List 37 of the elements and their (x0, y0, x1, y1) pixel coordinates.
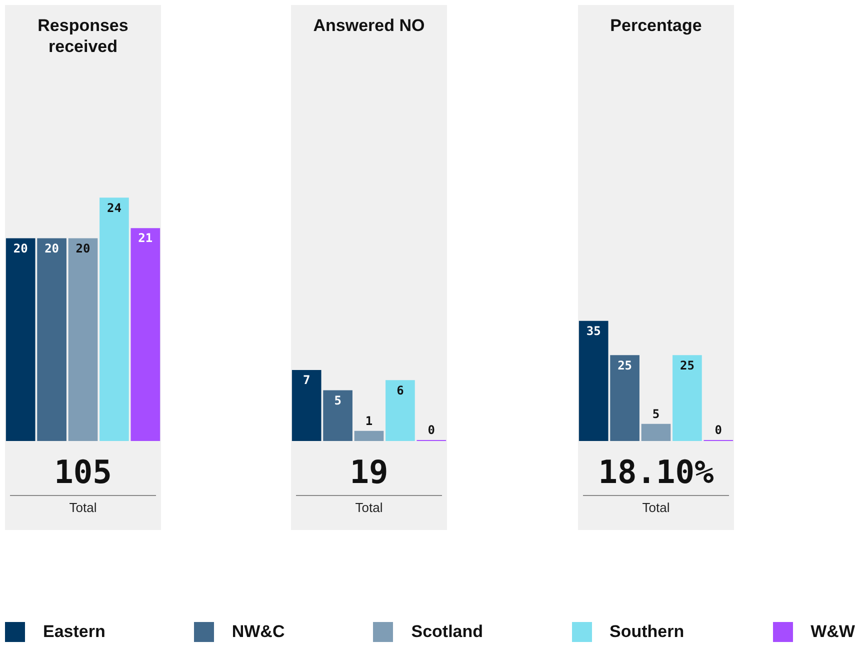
bar (641, 424, 671, 441)
bar (578, 320, 608, 441)
bar (672, 355, 702, 441)
data-label: 24 (106, 200, 122, 215)
text: Total (68, 500, 98, 515)
data-label: 0 (428, 423, 436, 438)
data-label: 25 (680, 358, 694, 372)
text: 18.10% (583, 453, 729, 496)
text: Total (354, 500, 384, 515)
bar (354, 430, 384, 441)
data-label: 5 (334, 393, 342, 408)
data-label: 20 (76, 241, 90, 256)
data-label: 25 (618, 358, 632, 372)
data-label: 35 (586, 324, 601, 338)
text: Responses received (36, 15, 130, 57)
legend-label: Eastern (43, 622, 106, 642)
bar (323, 390, 352, 441)
text: Percentage (609, 15, 703, 36)
text: 105 (10, 453, 156, 496)
bar (386, 380, 415, 441)
text: Answered NO (312, 15, 426, 36)
legend-label: Scotland (411, 622, 484, 642)
legend-label: W&W (810, 622, 855, 642)
data-label: 20 (44, 241, 60, 256)
data-label: 1 (365, 414, 373, 428)
bar (292, 370, 322, 441)
legend-label: Southern (610, 622, 684, 642)
data-label: 7 (302, 373, 310, 388)
data-label: 5 (652, 406, 660, 421)
text: 19 (296, 453, 442, 496)
legend-label: NW&C (232, 622, 285, 642)
bar (610, 355, 640, 441)
data-label: 21 (138, 231, 153, 246)
text: Total (641, 500, 671, 515)
data-label: 20 (13, 241, 28, 256)
data-label: 0 (714, 423, 722, 438)
data-label: 6 (396, 383, 404, 398)
